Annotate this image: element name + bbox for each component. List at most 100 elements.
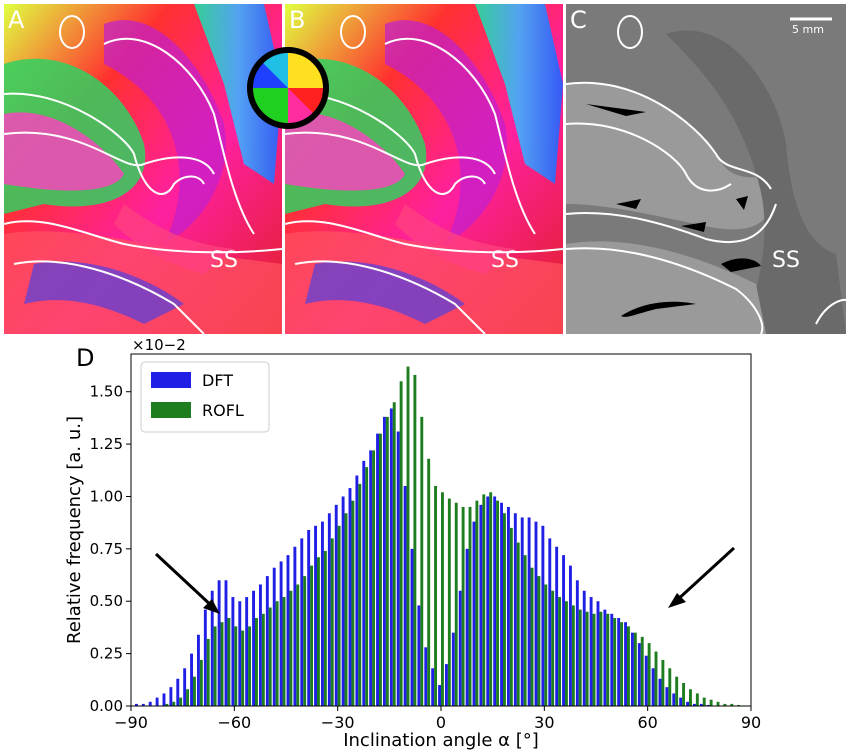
bar-rofl — [461, 506, 465, 706]
right-arrow — [668, 546, 736, 608]
bar-rofl — [716, 701, 720, 706]
panel-c-label: C — [570, 6, 587, 34]
panel-b-ss-label: SS — [491, 248, 519, 273]
y-tick-label: 0.00 — [90, 697, 123, 715]
x-tick-label: −90 — [114, 713, 148, 732]
bar-rofl — [592, 613, 596, 706]
bar-rofl — [627, 626, 630, 706]
bar-dft — [196, 634, 200, 706]
scale-bar-label: 5 mm — [792, 23, 824, 36]
bar-rofl — [509, 527, 513, 706]
bar-rofl — [248, 626, 252, 706]
bar-dft — [334, 504, 338, 706]
bar-rofl — [199, 659, 203, 706]
bar-rofl — [330, 538, 334, 706]
bar-rofl — [571, 605, 575, 706]
bar-dft — [541, 525, 545, 706]
bar-dft — [500, 502, 503, 706]
bar-rofl — [633, 632, 637, 706]
bar-dft — [265, 576, 269, 706]
bar-dft — [520, 517, 524, 706]
bar-rofl — [640, 636, 644, 706]
bar-rofl — [537, 576, 541, 706]
bar-dft — [582, 590, 586, 706]
bar-dft — [417, 605, 421, 706]
bar-rofl — [606, 613, 610, 706]
bar-dft — [307, 530, 311, 706]
y-tick-label: 0.25 — [90, 645, 123, 663]
bar-rofl — [344, 513, 348, 706]
x-ticks: −90 −60 −30 0 30 60 90 — [114, 706, 761, 732]
legend-dft-label: DFT — [202, 371, 233, 390]
bar-rofl — [406, 366, 410, 706]
bar-dft — [589, 597, 593, 706]
panel-b-fom-image — [285, 4, 563, 334]
bar-dft — [506, 506, 510, 706]
x-tick-label: 60 — [637, 713, 657, 732]
bar-dft — [610, 613, 614, 706]
bar-rofl — [565, 601, 568, 706]
bar-dft — [396, 431, 400, 706]
bar-dft — [176, 678, 180, 706]
bar-rofl — [193, 676, 196, 706]
bar-dft — [320, 521, 324, 706]
panel-a: A SS — [4, 4, 282, 334]
bar-rofl — [186, 689, 190, 706]
bar-dft — [651, 668, 655, 706]
bar-dft — [472, 521, 476, 706]
bar-rofl — [454, 502, 458, 706]
bar-dft — [672, 693, 676, 706]
bar-rofl — [468, 506, 472, 706]
color-wheel-icon — [247, 47, 329, 129]
bar-dft — [141, 703, 145, 706]
bar-rofl — [737, 704, 741, 706]
bar-dft — [527, 517, 531, 706]
bar-rofl — [551, 590, 555, 706]
bar-dft — [148, 701, 152, 706]
bar-dft — [465, 548, 469, 706]
bar-dft — [451, 632, 455, 706]
bar-rofl — [427, 458, 431, 706]
panel-c-transmittance-image — [566, 4, 846, 334]
bar-rofl — [723, 703, 727, 706]
bar-dft — [444, 664, 448, 706]
bar-rofl — [475, 500, 479, 706]
bar-dft — [341, 496, 345, 706]
bar-dft — [562, 555, 565, 706]
bar-rofl — [303, 576, 307, 706]
bar-dft — [692, 703, 696, 706]
bar-rofl — [337, 525, 341, 706]
bar-rofl — [544, 584, 548, 706]
left-arrow — [154, 552, 220, 614]
x-tick-label: 90 — [741, 713, 761, 732]
y-ticks: 0.00 0.25 0.50 0.75 1.00 1.25 1.50 — [90, 383, 131, 715]
bar-rofl — [351, 500, 355, 706]
bar-rofl — [447, 498, 451, 706]
bar-dft — [679, 697, 683, 706]
bar-dft — [658, 678, 662, 706]
bar-dft — [183, 668, 187, 706]
x-tick-label: −60 — [217, 713, 251, 732]
bar-dft — [155, 697, 159, 706]
bar-dft — [513, 513, 517, 706]
bar-dft — [300, 538, 304, 706]
x-tick-label: −30 — [321, 713, 355, 732]
bar-dft — [637, 643, 641, 706]
bar-dft — [217, 580, 221, 706]
bar-dft — [286, 555, 290, 706]
bar-dft — [686, 701, 689, 706]
bar-dft — [603, 609, 607, 706]
bar-dft — [376, 433, 379, 706]
y-tick-label: 1.00 — [90, 487, 123, 505]
bar-dft — [348, 488, 352, 706]
bar-dft — [617, 618, 621, 706]
bar-rofl — [255, 618, 258, 706]
bar-dft — [706, 704, 710, 706]
bar-dft — [630, 632, 634, 706]
bar-rofl — [675, 676, 679, 706]
bar-dft — [190, 653, 193, 706]
bar-rofl — [172, 701, 176, 706]
bar-dft — [238, 601, 242, 706]
panel-b-label: B — [289, 6, 306, 34]
bar-rofl — [220, 622, 224, 706]
